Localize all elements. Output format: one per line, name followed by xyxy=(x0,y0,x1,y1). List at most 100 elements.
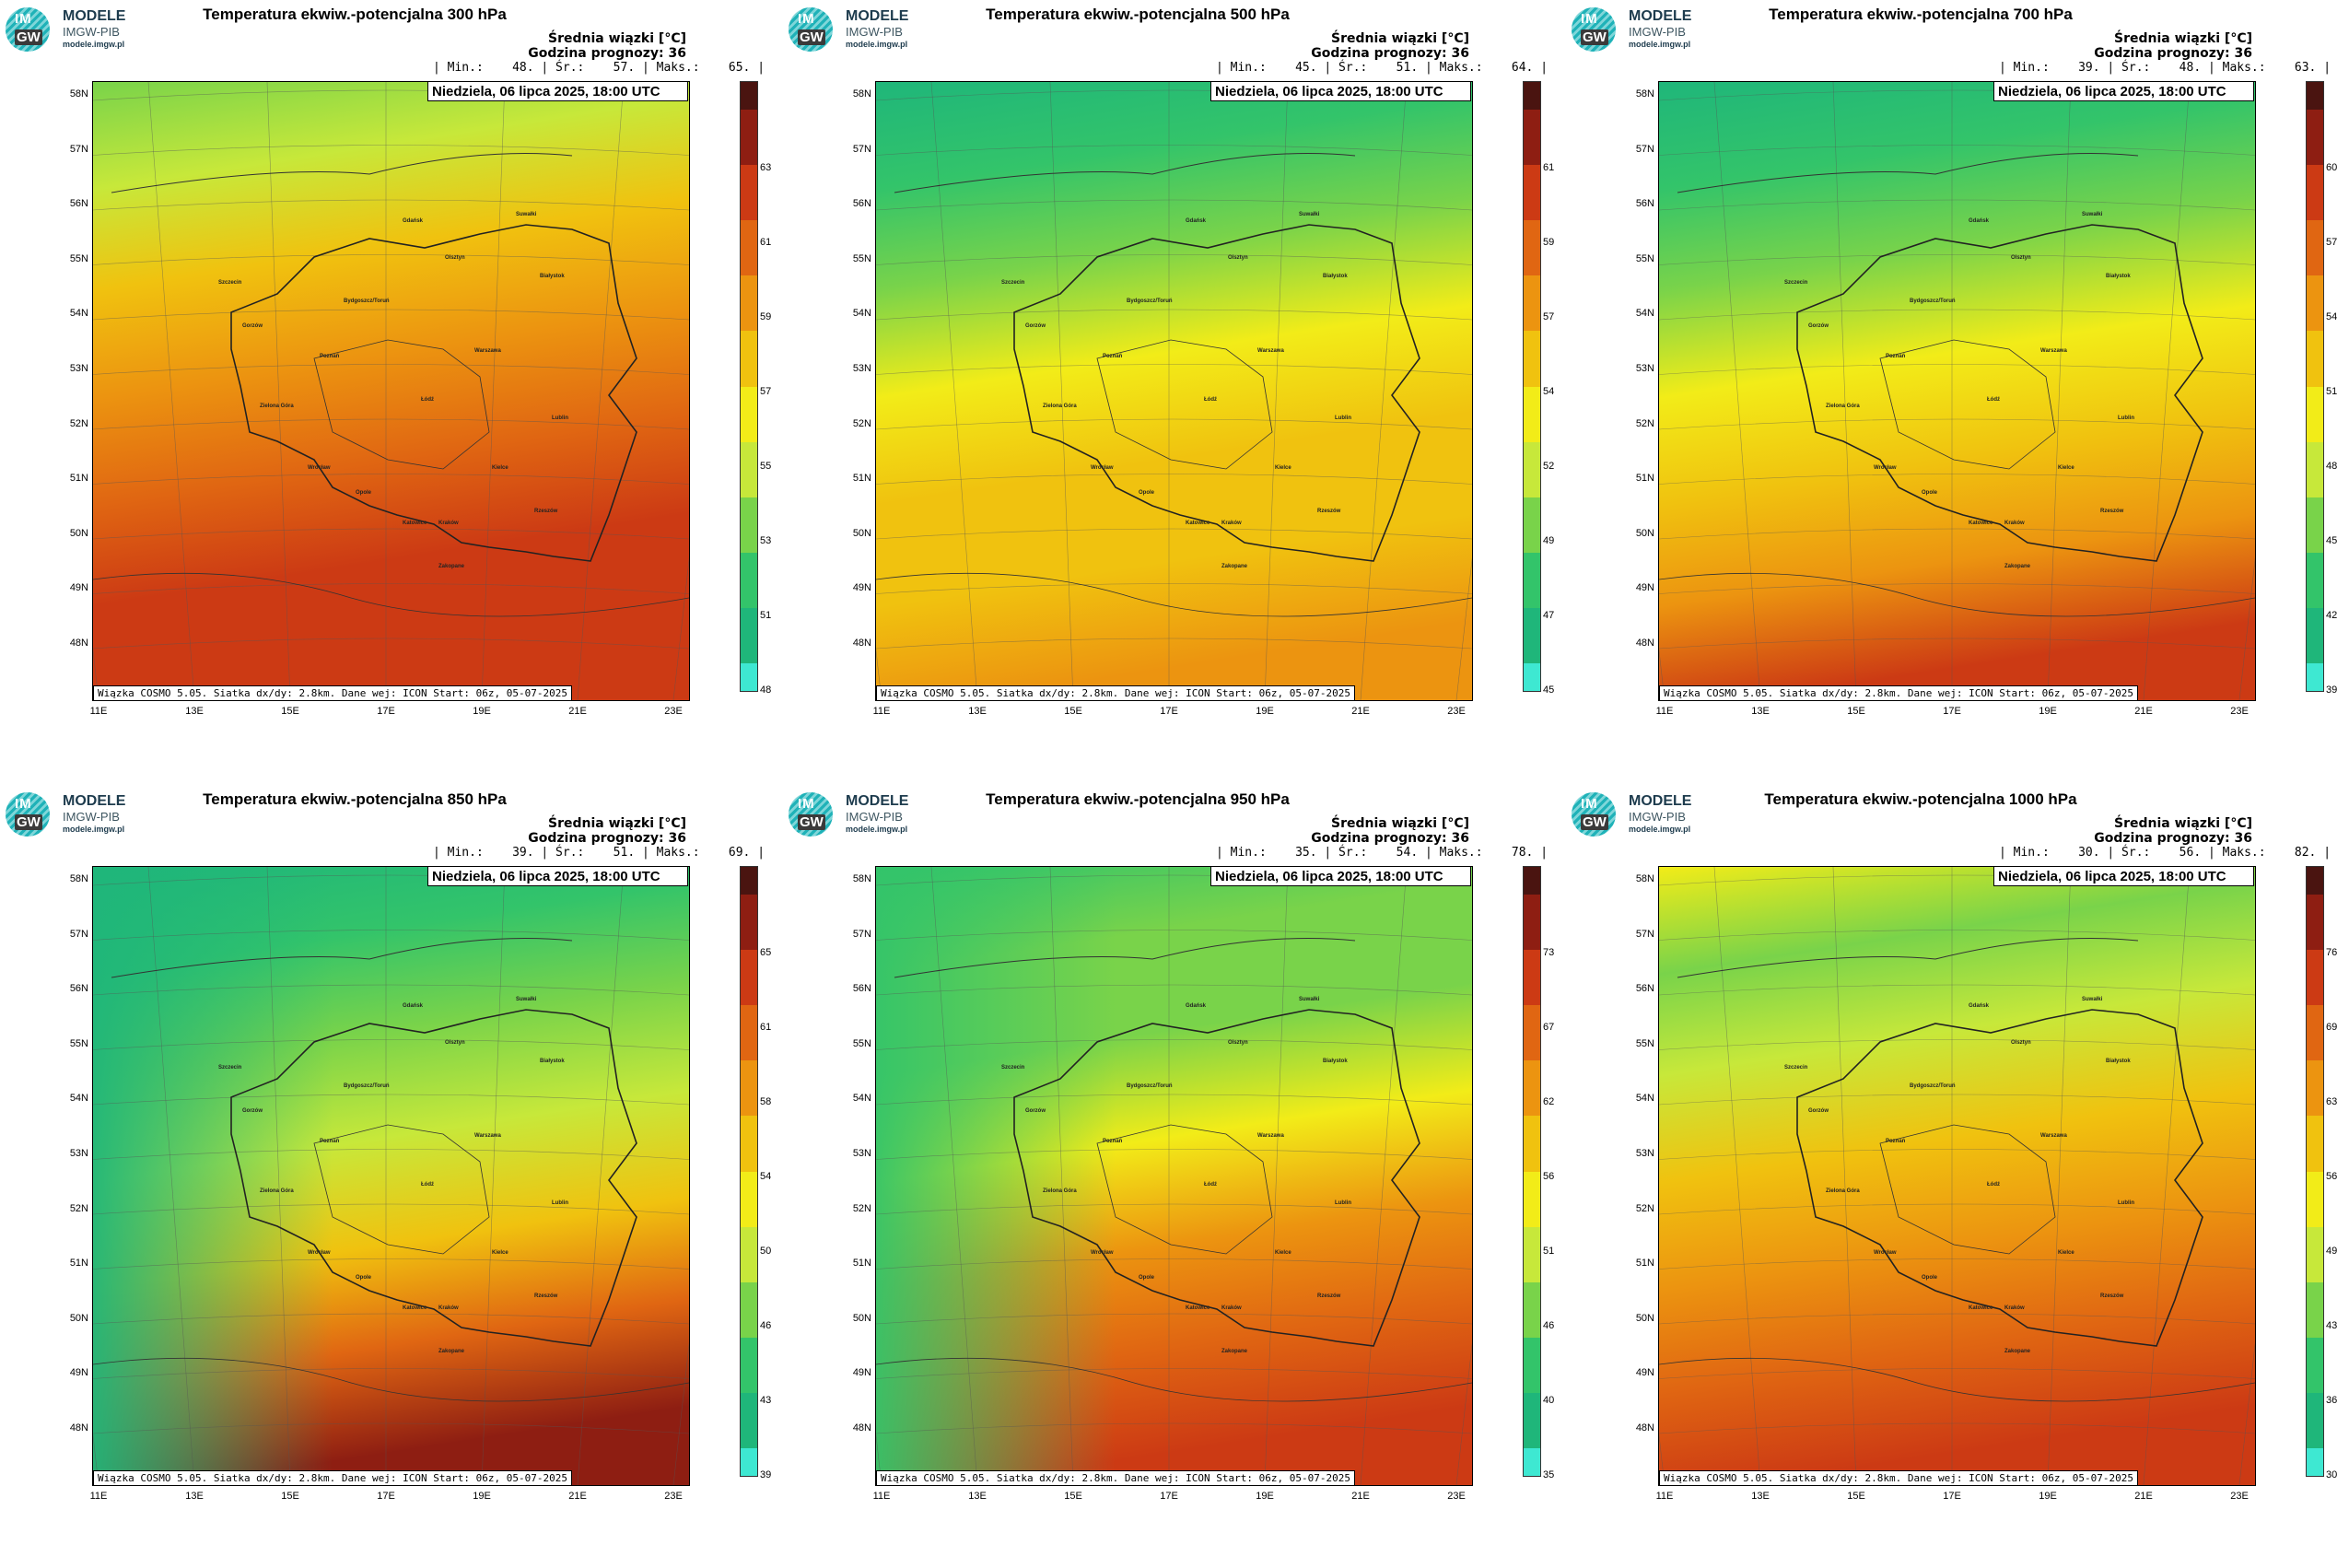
logo-subtitle: IMGW-PIB xyxy=(846,810,903,824)
city-label: Łódź xyxy=(421,1182,434,1188)
city-label: Opole xyxy=(1139,1275,1155,1281)
colorbar-tick: 46 xyxy=(1543,1320,1555,1331)
logo-url: modele.imgw.pl xyxy=(846,40,908,49)
colorbar-tick: 63 xyxy=(2326,1096,2338,1107)
city-label: Opole xyxy=(1922,490,1938,496)
logo-title: MODELE xyxy=(63,8,126,24)
city-label: Suwałki xyxy=(2082,212,2103,217)
logo-url: modele.imgw.pl xyxy=(846,825,908,834)
city-label: Opole xyxy=(356,490,372,496)
logo-title: MODELE xyxy=(1629,8,1692,24)
city-label: Poznań xyxy=(1886,354,1906,359)
latitude-label: 50N xyxy=(1635,1312,1654,1324)
city-label: Bydgoszcz/Toruń xyxy=(1910,298,1956,304)
colorbar-tick: 48 xyxy=(2326,461,2338,472)
city-label: Zakopane xyxy=(438,1349,465,1354)
colorbar-tick: 60 xyxy=(2326,162,2338,173)
city-label: Wrocław xyxy=(308,1250,331,1256)
map-canvas xyxy=(93,867,689,1485)
latitude-label: 56N xyxy=(852,983,871,995)
city-label: Łódź xyxy=(1204,397,1217,403)
forecast-panel: IM GW MODELE IMGW-PIB modele.imgw.pl Tem… xyxy=(0,0,783,783)
latitude-label: 53N xyxy=(69,1148,88,1159)
latitude-label: 53N xyxy=(852,363,871,374)
latitude-label: 48N xyxy=(69,1422,88,1433)
city-label: Szczecin xyxy=(218,280,242,286)
longitude-label: 15E xyxy=(281,706,299,717)
longitude-label: 17E xyxy=(377,706,395,717)
city-label: Olsztyn xyxy=(445,1040,465,1046)
latitude-label: 57N xyxy=(852,143,871,155)
logo-url: modele.imgw.pl xyxy=(1629,40,1691,49)
latitude-label: 56N xyxy=(1635,983,1654,995)
logo-im: IM xyxy=(798,11,815,27)
longitude-label: 23E xyxy=(664,706,683,717)
city-label: Łódź xyxy=(421,397,434,403)
latitude-label: 57N xyxy=(1635,143,1654,155)
temperature-map: Gdańsk Olsztyn Suwałki Szczecin Białystok Byd… xyxy=(1658,866,2256,1486)
colorbar-tick: 35 xyxy=(1543,1469,1555,1480)
city-label: Kielce xyxy=(2058,1250,2074,1256)
longitude-label: 19E xyxy=(473,1491,491,1502)
latitude-label: 49N xyxy=(852,582,871,594)
map-canvas xyxy=(876,867,1472,1485)
latitude-label: 55N xyxy=(852,1037,871,1049)
colorbar-tick: 56 xyxy=(2326,1171,2338,1182)
city-label: Wrocław xyxy=(1091,1250,1114,1256)
colorbar-tick: 52 xyxy=(1543,461,1555,472)
legend-info: Średnia wiązki [°C] Godzina prognozy: 36 xyxy=(2094,816,2252,846)
forecast-hour: Godzina prognozy: 36 xyxy=(2094,46,2252,61)
forecast-hour: Godzina prognozy: 36 xyxy=(2094,831,2252,846)
colorbar-tick: 59 xyxy=(1543,237,1555,248)
forecast-hour: Godzina prognozy: 36 xyxy=(1311,831,1469,846)
imgw-logo: IM GW MODELE IMGW-PIB modele.imgw.pl xyxy=(789,7,927,52)
city-label: Katowice xyxy=(403,521,427,526)
city-label: Lublin xyxy=(2118,415,2134,421)
city-label: Zielona Góra xyxy=(260,1188,294,1194)
city-label: Katowice xyxy=(1969,1305,1993,1311)
city-label: Katowice xyxy=(403,1305,427,1311)
logo-title: MODELE xyxy=(63,793,126,809)
colorbar-tick: 61 xyxy=(1543,162,1555,173)
legend-info: Średnia wiązki [°C] Godzina prognozy: 36 xyxy=(2094,31,2252,61)
longitude-label: 13E xyxy=(968,1491,987,1502)
temperature-map: Gdańsk Olsztyn Suwałki Szczecin Białystok Byd… xyxy=(875,866,1473,1486)
forecast-hour: Godzina prognozy: 36 xyxy=(1311,46,1469,61)
longitude-label: 17E xyxy=(1943,706,1961,717)
colorbar xyxy=(2306,81,2324,692)
city-label: Łódź xyxy=(1987,1182,2000,1188)
latitude-label: 57N xyxy=(69,928,88,940)
colorbar-tick: 40 xyxy=(1543,1395,1555,1406)
colorbar-tick: 43 xyxy=(2326,1320,2338,1331)
colorbar-tick: 57 xyxy=(760,386,772,397)
city-label: Katowice xyxy=(1186,1305,1210,1311)
latitude-label: 49N xyxy=(69,1367,88,1379)
city-label: Białystok xyxy=(2106,1059,2131,1064)
city-label: Rzeszów xyxy=(2100,1293,2124,1299)
colorbar-tick: 36 xyxy=(2326,1395,2338,1406)
longitude-label: 23E xyxy=(2230,706,2249,717)
longitude-label: 19E xyxy=(2039,1491,2057,1502)
city-label: Gorzów xyxy=(1025,323,1046,329)
legend-title: Średnia wiązki [°C] xyxy=(2114,31,2252,46)
city-label: Białystok xyxy=(540,1059,565,1064)
imgw-logo: IM GW MODELE IMGW-PIB modele.imgw.pl xyxy=(1572,7,1710,52)
latitude-label: 52N xyxy=(852,1202,871,1214)
panel-title: Temperatura ekwiw.-potencjalna 300 hPa xyxy=(203,6,507,23)
stats-line: | Min.: 35. | Śr.: 54. | Maks.: 78. | xyxy=(1216,846,1548,860)
city-label: Suwałki xyxy=(1299,997,1320,1002)
longitude-label: 15E xyxy=(1847,706,1865,717)
forecast-panel: IM GW MODELE IMGW-PIB modele.imgw.pl Tem… xyxy=(0,785,783,1568)
colorbar-tick: 57 xyxy=(1543,311,1555,322)
city-label: Szczecin xyxy=(1001,1065,1025,1071)
city-label: Kraków xyxy=(438,521,459,526)
city-label: Wrocław xyxy=(308,465,331,471)
colorbar-tick: 43 xyxy=(760,1395,772,1406)
latitude-label: 48N xyxy=(1635,638,1654,649)
latitude-label: 56N xyxy=(69,198,88,210)
colorbar xyxy=(1523,866,1541,1477)
latitude-label: 58N xyxy=(852,88,871,99)
city-label: Suwałki xyxy=(516,212,537,217)
stats-line: | Min.: 39. | Śr.: 51. | Maks.: 69. | xyxy=(433,846,765,860)
city-label: Białystok xyxy=(1323,274,1348,279)
